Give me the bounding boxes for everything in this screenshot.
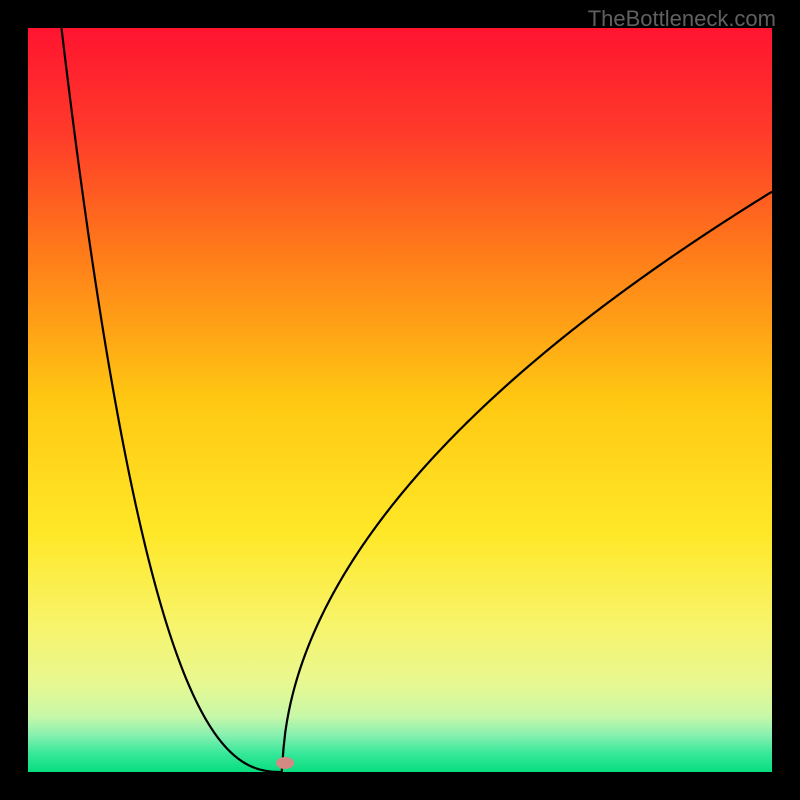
bottleneck-curve [28,28,772,772]
plot-area [28,28,772,772]
minimum-marker [276,757,294,769]
chart-frame: TheBottleneck.com [0,0,800,800]
